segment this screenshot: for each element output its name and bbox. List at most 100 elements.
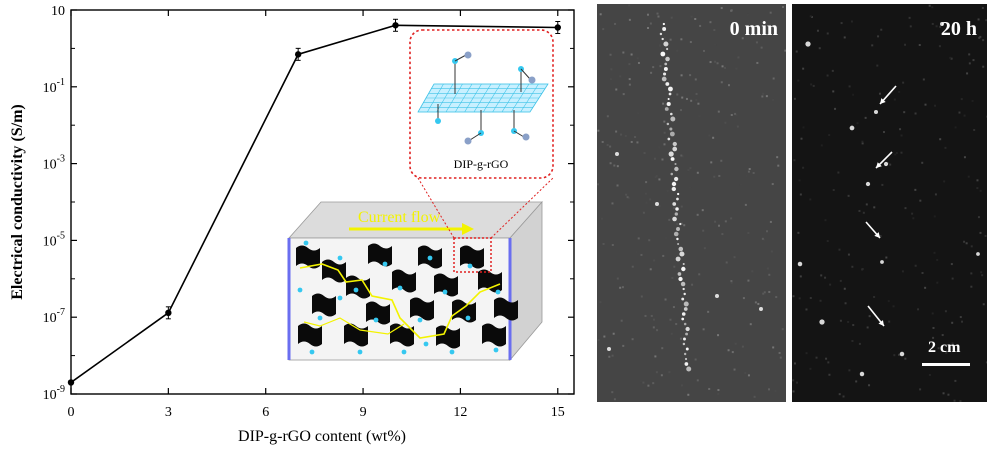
noise-speck [837, 171, 840, 174]
y-tick-label: 10-9 [43, 384, 65, 403]
y-tick-label: 10 [51, 4, 65, 19]
noise-speck [721, 233, 724, 236]
noise-speck [741, 37, 744, 40]
noise-speck [842, 395, 845, 398]
noise-speck [824, 276, 827, 279]
noise-speck [951, 277, 954, 280]
noise-speck [597, 183, 600, 186]
noise-speck [912, 217, 915, 220]
noise-speck [959, 316, 962, 319]
noise-speck [908, 16, 911, 19]
noise-speck [970, 272, 973, 275]
noise-speck [659, 65, 662, 68]
noise-speck [937, 347, 940, 350]
graphene-flake [312, 293, 336, 317]
noise-speck [809, 15, 812, 18]
x-tick-label: 3 [165, 405, 172, 420]
noise-speck [708, 134, 711, 137]
dip-bead [317, 315, 323, 321]
noise-speck [690, 99, 693, 102]
noise-speck [653, 157, 656, 160]
noise-speck [681, 96, 684, 99]
noise-speck [639, 380, 642, 383]
noise-speck [687, 393, 690, 396]
noise-speck [768, 273, 771, 276]
noise-speck [968, 53, 971, 56]
bright-particle [759, 307, 763, 311]
noise-speck [690, 15, 693, 18]
noise-speck [619, 75, 622, 78]
bright-particle [668, 151, 674, 157]
noise-speck [961, 320, 964, 323]
y-tick-label: 10-5 [43, 230, 65, 249]
noise-speck [694, 78, 697, 81]
noise-speck [963, 114, 966, 117]
bright-particle [682, 342, 686, 346]
noise-speck [953, 399, 956, 402]
noise-speck [685, 97, 688, 100]
noise-speck [648, 239, 651, 242]
bright-particle [672, 141, 677, 147]
arrow-head-icon [876, 162, 882, 168]
noise-speck [616, 277, 619, 280]
noise-speck [612, 332, 615, 335]
data-point [554, 24, 561, 31]
noise-speck [736, 125, 739, 128]
bright-particle [674, 176, 679, 182]
noise-speck [689, 74, 692, 77]
noise-speck [631, 121, 634, 124]
conductivity-series [67, 18, 561, 386]
bright-particle [664, 107, 669, 111]
noise-speck [850, 20, 853, 23]
noise-speck [778, 351, 781, 354]
noise-speck [824, 219, 827, 222]
noise-speck [619, 286, 622, 289]
noise-speck [600, 217, 603, 220]
noise-speck [781, 328, 784, 331]
noise-speck [671, 276, 674, 279]
noise-speck [899, 128, 902, 131]
dip-bead [442, 289, 448, 295]
noise-speck [713, 29, 716, 32]
noise-speck [665, 103, 668, 106]
noise-speck [680, 222, 683, 225]
noise-speck [855, 380, 858, 383]
dip-bead [401, 349, 407, 355]
noise-speck [851, 339, 854, 342]
noise-speck [753, 395, 756, 398]
noise-speck [963, 156, 966, 159]
noise-speck [676, 93, 679, 96]
graphene-flake [436, 325, 460, 349]
noise-speck [861, 268, 864, 271]
noise-speck [819, 299, 822, 302]
bright-particle [666, 101, 671, 107]
noise-speck [725, 261, 728, 264]
bright-particle [680, 281, 686, 287]
noise-speck [650, 71, 653, 74]
noise-speck [663, 131, 666, 134]
x-tick-label: 6 [262, 405, 269, 420]
noise-speck [921, 271, 924, 274]
bright-particle [676, 197, 679, 201]
scale-bar [922, 363, 970, 366]
noise-speck [909, 25, 912, 28]
noise-speck [761, 237, 764, 240]
noise-speck [747, 232, 750, 235]
bright-particle [675, 256, 681, 262]
noise-speck [852, 324, 855, 327]
noise-speck [730, 113, 733, 116]
photo-20-h: 20 h 2 cm [792, 4, 987, 402]
noise-speck [947, 393, 950, 396]
noise-speck [769, 220, 772, 223]
dip-bead [337, 295, 343, 301]
noise-speck [919, 388, 922, 391]
noise-speck [662, 254, 665, 257]
bright-particle [683, 337, 686, 341]
noise-speck [649, 22, 652, 25]
noise-speck [731, 351, 734, 354]
noise-speck [656, 329, 659, 332]
noise-speck [751, 270, 754, 273]
noise-speck [637, 61, 640, 64]
current-flow-arrowhead [462, 223, 474, 235]
bright-particle [674, 212, 678, 216]
